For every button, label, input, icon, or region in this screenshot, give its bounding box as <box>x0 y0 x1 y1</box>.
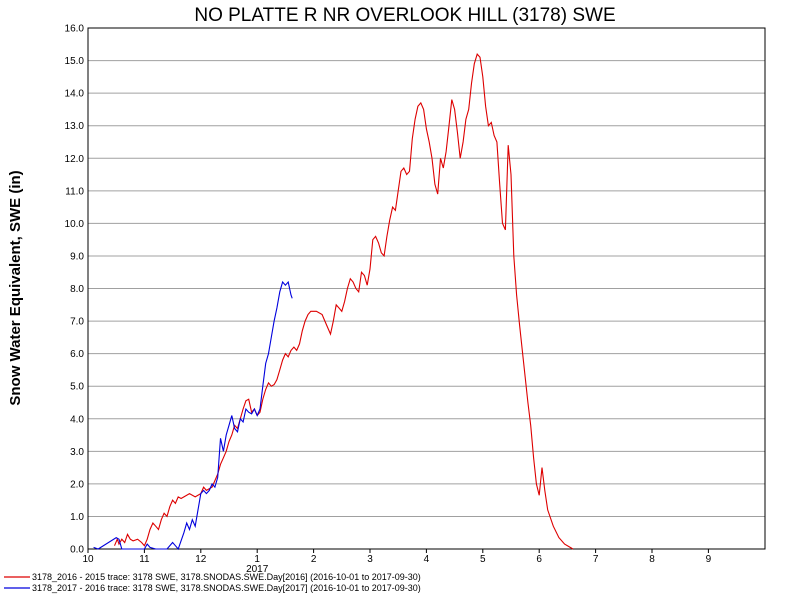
grid <box>88 60 765 517</box>
y-tick-label: 12.0 <box>65 154 85 165</box>
y-tick-label: 3.0 <box>70 447 84 458</box>
series-line-0 <box>113 52 574 550</box>
x-tick-label: 12 <box>195 554 207 565</box>
y-tick-label: 13.0 <box>65 121 85 132</box>
y-tick-label: 10.0 <box>65 219 85 230</box>
y-tick-label: 9.0 <box>70 251 84 262</box>
legend-entry: 3178_2017 - 2016 trace: 3178 SWE, 3178.S… <box>32 583 421 593</box>
x-tick-label: 10 <box>82 554 94 565</box>
x-tick-label: 5 <box>480 554 486 565</box>
y-tick-label: 16.0 <box>65 24 85 35</box>
y-tick-label: 2.0 <box>70 479 84 490</box>
x-tick-label: 6 <box>536 554 542 565</box>
legend: 3178_2016 - 2015 trace: 3178 SWE, 3178.S… <box>4 572 421 593</box>
x-tick-label: 8 <box>649 554 655 565</box>
x-tick-label: 1 <box>254 554 260 565</box>
y-axis-label: Snow Water Equivalent, SWE (in) <box>7 170 24 405</box>
x-tick-label: 2 <box>311 554 317 565</box>
y-axis-ticks: 0.0 1.0 2.0 3.0 4.0 5.0 6.0 7.0 8.0 9.0 10.0 11.0 12… <box>65 24 85 556</box>
x-tick-label: 9 <box>706 554 712 565</box>
x-tick-label: 11 <box>139 554 150 565</box>
x-tick-label: 4 <box>424 554 430 565</box>
y-tick-label: 4.0 <box>70 414 84 425</box>
y-tick-label: 8.0 <box>70 284 84 295</box>
y-tick-label: 15.0 <box>65 56 85 67</box>
y-tick-label: 11.0 <box>65 186 84 197</box>
y-tick-label: 1.0 <box>70 512 84 523</box>
year-tick-label: 2017 <box>246 564 269 575</box>
y-tick-label: 7.0 <box>70 317 84 328</box>
legend-entry: 3178_2016 - 2015 trace: 3178 SWE, 3178.S… <box>32 572 421 582</box>
y-tick-label: 6.0 <box>70 349 84 360</box>
series-line-1 <box>93 280 293 551</box>
x-axis-ticks: 10 11 12 1 2 3 4 5 6 7 8 9 <box>82 549 712 565</box>
series-lines <box>93 52 574 551</box>
y-tick-label: 0.0 <box>70 545 84 556</box>
y-tick-label: 5.0 <box>70 382 84 393</box>
x-tick-label: 3 <box>367 554 373 565</box>
y-tick-label: 14.0 <box>65 89 85 100</box>
chart-title: NO PLATTE R NR OVERLOOK HILL (3178) SWE <box>194 5 615 26</box>
x-tick-label: 7 <box>593 554 599 565</box>
